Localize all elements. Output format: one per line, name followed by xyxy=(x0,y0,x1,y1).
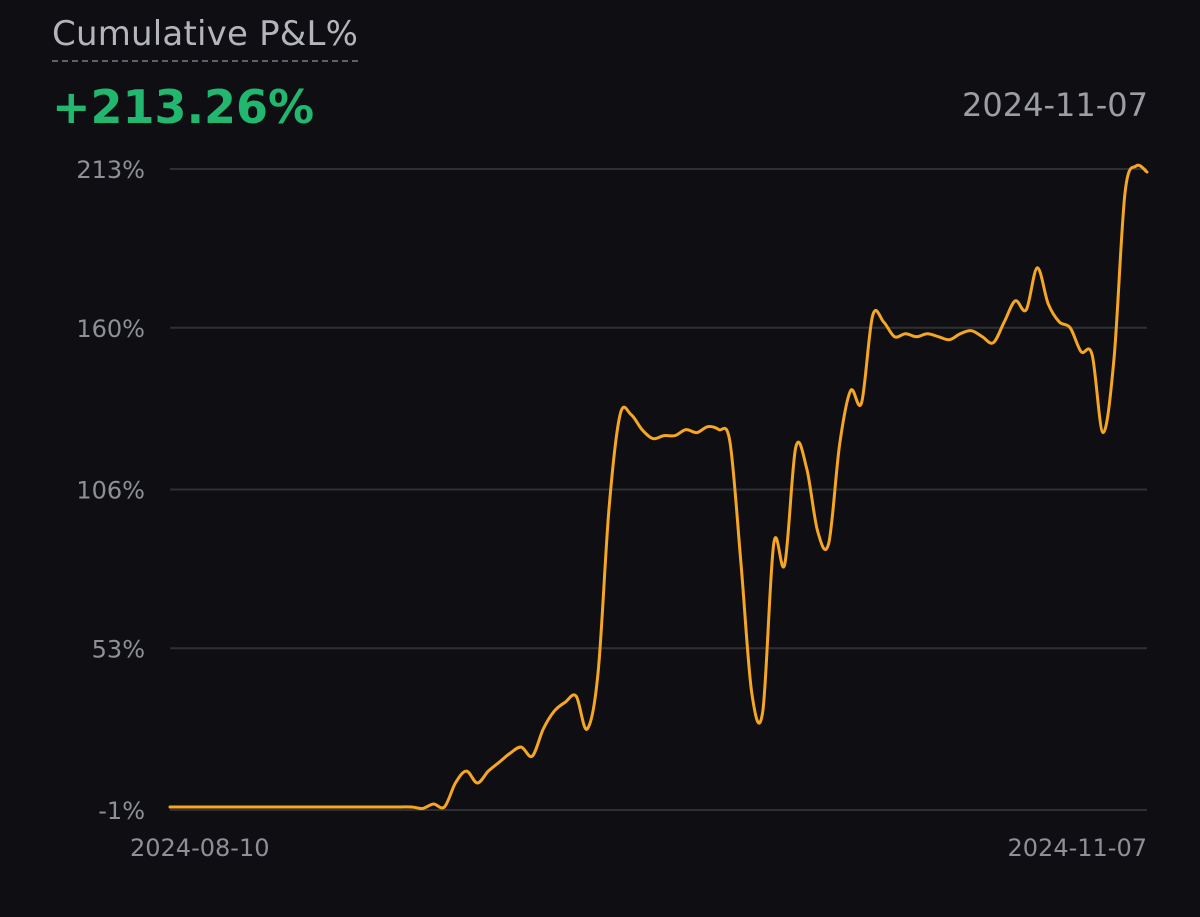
grid-lines xyxy=(170,168,1147,811)
series-line xyxy=(168,163,1149,811)
pnl-value: +213.26% xyxy=(52,80,315,134)
current-date: 2024-11-07 xyxy=(962,86,1148,124)
y-tick-label: 213% xyxy=(76,156,145,184)
x-tick-label: 2024-11-07 xyxy=(1008,834,1147,862)
chart-title: Cumulative P&L% xyxy=(52,14,359,62)
y-axis: -1% 53% 106% 160% 213% xyxy=(76,156,145,825)
y-tick-label: -1% xyxy=(98,797,145,825)
y-tick-label: 53% xyxy=(92,635,145,663)
x-tick-label: 2024-08-10 xyxy=(130,834,269,862)
y-tick-label: 160% xyxy=(76,315,145,343)
x-axis: 2024-08-10 2024-11-07 xyxy=(130,834,1147,862)
y-tick-label: 106% xyxy=(76,477,145,505)
